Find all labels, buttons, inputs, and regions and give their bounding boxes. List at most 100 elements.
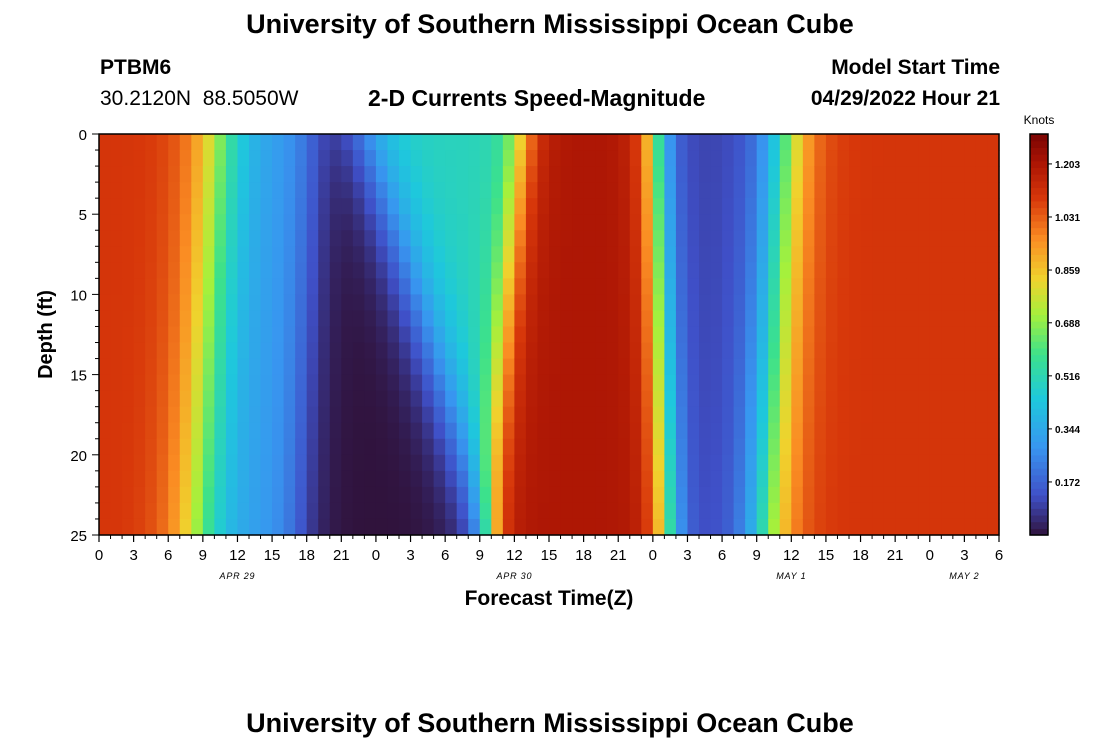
- heatmap-cell: [906, 358, 919, 376]
- heatmap-cell: [479, 454, 492, 472]
- heatmap-cell: [514, 166, 527, 183]
- heatmap-cell: [364, 422, 377, 440]
- heatmap-cell: [225, 454, 239, 472]
- heatmap-cell: [341, 342, 354, 360]
- heatmap-cell: [595, 150, 608, 167]
- heatmap-cell: [433, 422, 446, 440]
- heatmap-cell: [629, 486, 642, 504]
- heatmap-cell: [110, 134, 123, 151]
- heatmap-cell: [675, 358, 689, 376]
- heatmap-cell: [168, 374, 181, 392]
- heatmap-cell: [675, 278, 689, 295]
- heatmap-cell: [283, 150, 296, 167]
- heatmap-cell: [387, 358, 400, 376]
- heatmap-cell: [699, 438, 712, 456]
- heatmap-cell: [606, 326, 619, 344]
- heatmap-cell: [410, 406, 423, 424]
- heatmap-cell: [202, 406, 215, 424]
- y-tick-label: 5: [79, 207, 87, 224]
- heatmap-cell: [375, 486, 389, 504]
- heatmap-cell: [906, 278, 919, 295]
- heatmap-cell: [399, 214, 412, 231]
- heatmap-cell: [975, 230, 989, 247]
- heatmap-cell: [422, 470, 435, 488]
- heatmap-cell: [295, 422, 308, 440]
- heatmap-cell: [502, 358, 515, 376]
- heatmap-cell: [283, 262, 296, 279]
- heatmap-cell: [318, 134, 331, 151]
- heatmap-cell: [872, 486, 885, 504]
- heatmap-cell: [952, 422, 965, 440]
- heatmap-cell: [975, 198, 989, 215]
- x-tick-label: 0: [926, 547, 934, 564]
- heatmap-cell: [675, 134, 689, 151]
- heatmap-cell: [468, 134, 481, 151]
- heatmap-cell: [952, 358, 965, 376]
- heatmap-cell: [537, 454, 550, 472]
- heatmap-cell: [699, 406, 712, 424]
- heatmap-cell: [110, 470, 123, 488]
- heatmap-cell: [214, 246, 227, 263]
- heatmap-cell: [422, 134, 435, 151]
- heatmap-cell: [341, 454, 354, 472]
- colorbar-segment: [1030, 474, 1048, 483]
- heatmap-cell: [849, 198, 862, 215]
- heatmap-cell: [329, 310, 342, 328]
- heatmap-cell: [560, 342, 573, 360]
- heatmap-cell: [825, 486, 839, 504]
- y-axis-label: Depth (ft): [35, 290, 57, 379]
- heatmap-cell: [491, 150, 504, 167]
- heatmap-cell: [941, 486, 954, 504]
- heatmap-cell: [99, 150, 112, 167]
- heatmap-cell: [237, 150, 250, 167]
- heatmap-cell: [410, 358, 423, 376]
- heatmap-cell: [479, 502, 492, 520]
- heatmap-cell: [260, 166, 273, 183]
- heatmap-cell: [975, 182, 989, 199]
- heatmap-cell: [560, 310, 573, 328]
- heatmap-cell: [318, 342, 331, 360]
- heatmap-cell: [606, 502, 619, 520]
- heatmap-cell: [952, 342, 965, 360]
- heatmap-cell: [410, 310, 423, 328]
- heatmap-cell: [329, 390, 342, 408]
- heatmap-cell: [664, 246, 677, 263]
- heatmap-cell: [687, 134, 700, 151]
- heatmap-cell: [906, 438, 919, 456]
- heatmap-cell: [872, 262, 885, 279]
- heatmap-cell: [549, 470, 562, 488]
- heatmap-cell: [445, 470, 458, 488]
- heatmap-cell: [445, 214, 458, 231]
- colorbar-segment: [1030, 321, 1048, 329]
- heatmap-cell: [110, 326, 123, 344]
- heatmap-cell: [364, 486, 377, 504]
- heatmap-cell: [929, 342, 942, 360]
- heatmap-cell: [525, 198, 539, 215]
- heatmap-cell: [849, 294, 862, 312]
- heatmap-cell: [941, 502, 954, 520]
- heatmap-cell: [756, 454, 769, 472]
- heatmap-cell: [191, 390, 204, 408]
- heatmap-cell: [895, 310, 908, 328]
- heatmap-cell: [306, 310, 319, 328]
- colorbar-tick-label: 0.859: [1055, 266, 1080, 277]
- heatmap-cell: [514, 454, 527, 472]
- heatmap-cell: [422, 374, 435, 392]
- heatmap-cell: [606, 246, 619, 263]
- heatmap-cell: [329, 502, 342, 520]
- heatmap-cell: [652, 166, 665, 183]
- heatmap-cell: [445, 150, 458, 167]
- colorbar-segment: [1030, 408, 1048, 416]
- heatmap-cell: [895, 438, 908, 456]
- heatmap-cell: [468, 358, 481, 376]
- heatmap-cell: [549, 246, 562, 263]
- heatmap-cell: [768, 406, 781, 424]
- heatmap-cell: [595, 422, 608, 440]
- heatmap-cell: [191, 374, 204, 392]
- heatmap-cell: [525, 342, 539, 360]
- heatmap-cell: [918, 310, 931, 328]
- heatmap-cell: [606, 182, 619, 199]
- heatmap-cell: [860, 198, 873, 215]
- heatmap-cell: [491, 342, 504, 360]
- heatmap-cell: [502, 150, 515, 167]
